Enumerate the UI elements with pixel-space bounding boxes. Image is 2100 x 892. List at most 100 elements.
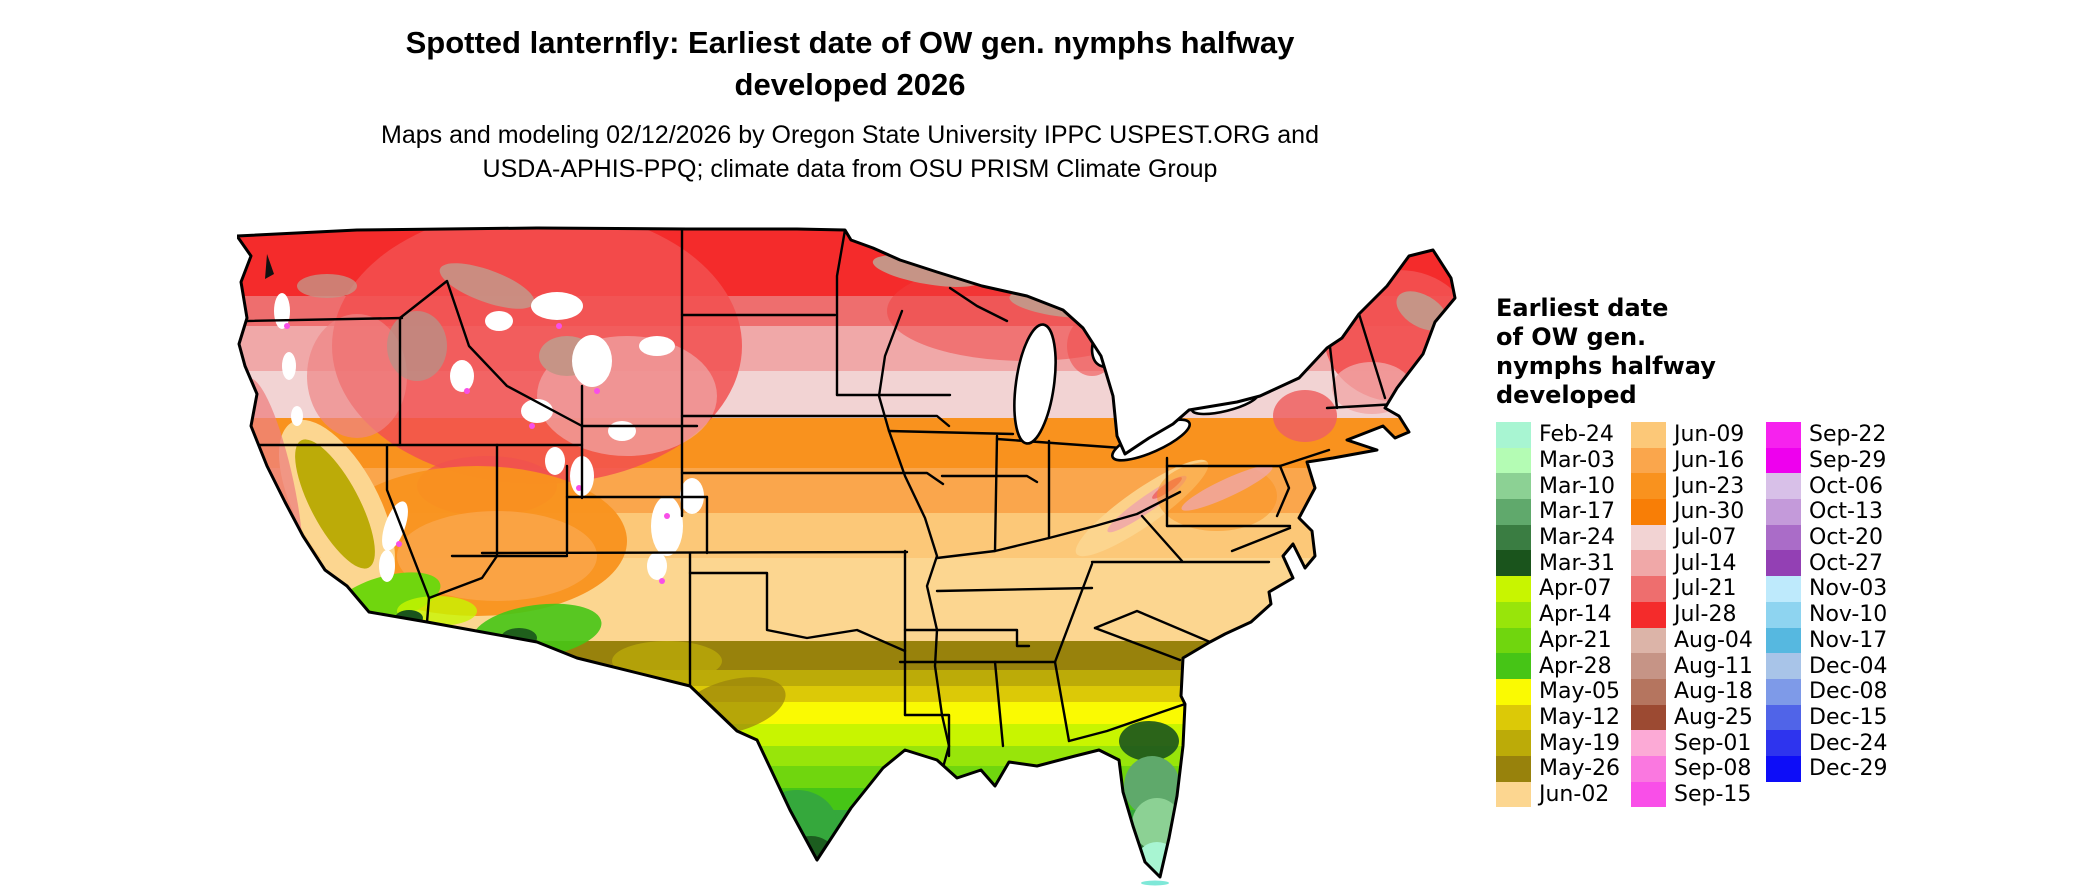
legend-entry: Mar-31 xyxy=(1496,550,1620,577)
legend-label: Sep-08 xyxy=(1674,756,1752,782)
legend-swatch xyxy=(1496,447,1531,474)
lake-michigan xyxy=(1013,323,1057,445)
legend-label: Apr-14 xyxy=(1539,602,1612,628)
legend-label: Aug-18 xyxy=(1674,679,1753,705)
legend-title-line: Earliest date xyxy=(1496,294,1669,322)
page-subtitle: Maps and modeling 02/12/2026 by Oregon S… xyxy=(0,118,1700,186)
legend-swatch xyxy=(1631,524,1666,551)
legend-swatch xyxy=(1496,473,1531,500)
legend-label: Sep-15 xyxy=(1674,781,1752,807)
legend-label: Oct-20 xyxy=(1809,525,1883,551)
legend-entry: Nov-17 xyxy=(1766,627,1888,654)
legend-swatch xyxy=(1631,499,1666,525)
legend-label: Oct-06 xyxy=(1809,473,1883,499)
us-outline xyxy=(235,226,1457,879)
us-map-svg xyxy=(235,226,1457,886)
us-map xyxy=(235,226,1457,886)
page-title: Spotted lanternfly: Earliest date of OW … xyxy=(0,22,1700,106)
legend-entry: Dec-15 xyxy=(1766,704,1888,731)
legend-label: Sep-22 xyxy=(1809,422,1887,448)
legend-entry: Aug-18 xyxy=(1631,678,1753,705)
legend-label: Dec-24 xyxy=(1809,730,1888,756)
legend-swatch xyxy=(1496,678,1531,705)
legend-swatch xyxy=(1496,576,1531,602)
legend-swatch xyxy=(1631,576,1666,602)
map-fill-layers xyxy=(237,228,1455,877)
legend-entry: Nov-10 xyxy=(1766,601,1888,628)
legend-entry: Sep-15 xyxy=(1631,781,1753,808)
page-title-line2: developed 2026 xyxy=(734,67,966,102)
legend-swatch xyxy=(1631,550,1666,577)
legend-swatch xyxy=(1766,730,1801,756)
puget-sound xyxy=(265,254,274,279)
legend-swatch xyxy=(1496,627,1531,654)
legend-swatch xyxy=(1631,704,1666,731)
legend-label: Oct-27 xyxy=(1809,550,1883,576)
legend-swatch xyxy=(1496,550,1531,577)
legend-label: Sep-29 xyxy=(1809,448,1887,474)
florida-keys xyxy=(1141,880,1169,886)
legend-label: Apr-21 xyxy=(1539,627,1612,653)
legend-swatch xyxy=(1496,524,1531,551)
legend-label: Jun-16 xyxy=(1674,448,1745,474)
legend-swatch xyxy=(1631,601,1666,628)
legend-swatch xyxy=(1496,730,1531,756)
legend-label: Feb-24 xyxy=(1539,422,1614,448)
state-borders xyxy=(243,228,1399,773)
legend-entry: Jun-02 xyxy=(1496,781,1620,808)
legend-swatch xyxy=(1766,473,1801,500)
legend-entry: Mar-10 xyxy=(1496,473,1620,500)
legend-label: Mar-10 xyxy=(1539,473,1616,499)
legend-label: May-26 xyxy=(1539,756,1621,782)
legend-entry: Apr-07 xyxy=(1496,576,1620,602)
legend-entry: Oct-27 xyxy=(1766,550,1888,577)
legend-label: Nov-10 xyxy=(1809,602,1888,628)
legend-entry: Dec-24 xyxy=(1766,730,1888,756)
legend-entry: Sep-01 xyxy=(1631,730,1753,756)
legend-entry: Oct-13 xyxy=(1766,499,1888,525)
legend-swatch xyxy=(1631,627,1666,654)
legend-swatch xyxy=(1766,576,1801,602)
legend-title-line: of OW gen. xyxy=(1496,323,1647,351)
legend-label: Aug-25 xyxy=(1674,704,1753,730)
legend-entry: Mar-24 xyxy=(1496,524,1620,551)
legend-swatch xyxy=(1496,781,1531,808)
legend-entry: Apr-28 xyxy=(1496,653,1620,679)
legend-entry: Sep-22 xyxy=(1766,422,1888,448)
legend-entry: Apr-21 xyxy=(1496,627,1620,654)
legend-column-1: Feb-24 Mar-03 Mar-10 Mar-17 Mar-24 Mar-31 Apr-… xyxy=(1496,422,1621,808)
legend-swatch xyxy=(1496,601,1531,628)
legend-swatch xyxy=(1766,653,1801,679)
legend-title-line: nymphs halfway xyxy=(1496,352,1716,380)
legend-entry: Aug-25 xyxy=(1631,704,1753,731)
legend-entry: Jun-23 xyxy=(1631,473,1753,500)
legend-entry: Jul-07 xyxy=(1631,524,1753,551)
legend-entry: Jun-30 xyxy=(1631,499,1753,525)
legend-entry: Aug-04 xyxy=(1631,627,1753,654)
legend-label: Apr-28 xyxy=(1539,653,1612,679)
legend-label: Nov-03 xyxy=(1809,576,1888,602)
legend-entry: Jun-16 xyxy=(1631,447,1753,474)
legend-label: Mar-24 xyxy=(1539,525,1616,551)
legend-label: Mar-17 xyxy=(1539,499,1616,525)
legend-label: Mar-31 xyxy=(1539,550,1616,576)
legend-label: Jul-21 xyxy=(1674,576,1737,602)
legend-entry: Sep-08 xyxy=(1631,755,1753,782)
legend-label: Jun-02 xyxy=(1539,781,1610,807)
legend-swatch xyxy=(1496,499,1531,525)
legend-label: Oct-13 xyxy=(1809,499,1883,525)
legend-swatch xyxy=(1631,678,1666,705)
legend-swatch xyxy=(1766,447,1801,474)
legend-entry: Mar-03 xyxy=(1496,447,1620,474)
legend-label: May-05 xyxy=(1539,679,1621,705)
legend-swatch xyxy=(1631,653,1666,679)
legend-entry: May-26 xyxy=(1496,755,1621,782)
legend: Earliest date of OW gen. nymphs halfway … xyxy=(1496,294,2056,822)
legend-entry: Dec-04 xyxy=(1766,653,1888,679)
legend-label: Dec-08 xyxy=(1809,679,1888,705)
legend-entry: May-05 xyxy=(1496,678,1621,705)
legend-swatch xyxy=(1766,601,1801,628)
legend-title-line: developed xyxy=(1496,381,1637,409)
legend-entry: May-12 xyxy=(1496,704,1620,731)
legend-swatch xyxy=(1766,422,1801,448)
